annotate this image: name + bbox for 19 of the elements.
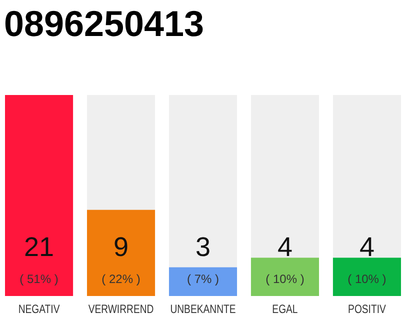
x-tick-label: EGAL — [272, 303, 298, 316]
annotation: ( 22% ) — [102, 272, 140, 286]
bar — [168, 267, 238, 296]
chart-title: 0896250413 — [4, 3, 204, 44]
x-tick-label: VERWIRREND — [88, 303, 154, 316]
x-tick-label: POSITIV — [348, 303, 387, 316]
data-label: 4 — [359, 232, 374, 262]
data-label: 4 — [277, 232, 293, 262]
data-label: 9 — [113, 232, 129, 262]
bar — [332, 258, 401, 296]
annotation: ( 7% ) — [186, 272, 220, 286]
annotation: ( 51% ) — [20, 272, 58, 286]
bar — [250, 258, 320, 296]
x-tick-label: NEGATIV — [18, 303, 60, 316]
x-tick-label: UNBEKANNTE — [170, 303, 236, 316]
data-label: 21 — [24, 232, 54, 262]
annotation: ( 10% ) — [266, 272, 304, 286]
annotation: ( 10% ) — [348, 272, 386, 286]
data-label: 3 — [195, 232, 211, 262]
